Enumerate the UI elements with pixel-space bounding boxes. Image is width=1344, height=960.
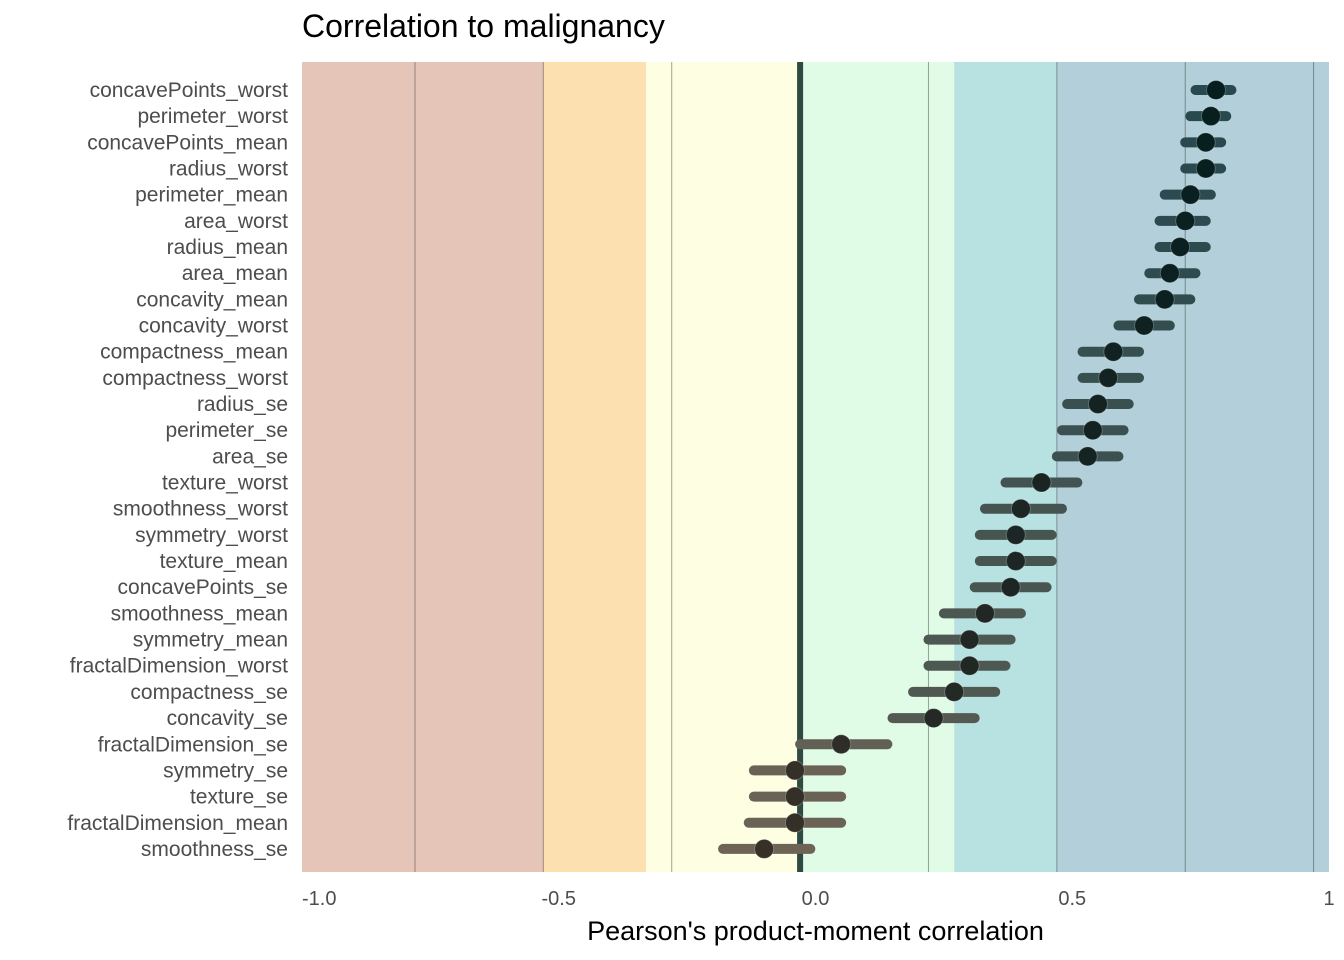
point-texture_mean	[1005, 551, 1026, 572]
x-tick-label: -0.5	[542, 888, 576, 910]
band-4	[954, 62, 1057, 872]
y-label-concavity_se: concavity_se	[167, 707, 288, 730]
point-perimeter_se	[1082, 420, 1103, 441]
point-perimeter_mean	[1180, 184, 1201, 205]
y-label-radius_mean: radius_mean	[167, 236, 288, 259]
band-divider-lines	[414, 62, 1315, 872]
band-0	[302, 62, 544, 872]
y-label-concavePoints_worst: concavePoints_worst	[90, 79, 289, 102]
y-label-area_worst: area_worst	[184, 210, 288, 233]
plot-background-bands	[302, 62, 1329, 872]
x-axis-title: Pearson's product-moment correlation	[587, 916, 1044, 946]
band-5	[1056, 62, 1329, 872]
y-label-smoothness_se: smoothness_se	[141, 838, 288, 861]
x-axis-tick-labels: -1.0 -0.5 0.0 0.5 1	[302, 888, 1335, 910]
chart-title: Correlation to malignancy	[302, 8, 665, 44]
point-radius_mean	[1170, 237, 1191, 258]
correlation-points	[754, 80, 1227, 859]
point-perimeter_worst	[1200, 106, 1221, 127]
y-label-fractalDimension_worst: fractalDimension_worst	[70, 655, 288, 678]
y-label-texture_se: texture_se	[190, 786, 288, 809]
point-symmetry_se	[784, 760, 805, 781]
point-compactness_mean	[1103, 341, 1124, 362]
y-label-compactness_mean: compactness_mean	[100, 341, 288, 364]
y-label-concavePoints_mean: concavePoints_mean	[87, 131, 288, 154]
y-label-concavity_mean: concavity_mean	[136, 288, 288, 311]
y-label-concavity_worst: concavity_worst	[139, 315, 289, 338]
y-label-symmetry_se: symmetry_se	[163, 759, 288, 782]
point-radius_worst	[1195, 158, 1216, 179]
y-label-concavePoints_se: concavePoints_se	[118, 576, 288, 599]
y-label-perimeter_worst: perimeter_worst	[137, 105, 288, 128]
y-label-texture_worst: texture_worst	[162, 472, 288, 495]
y-label-perimeter_mean: perimeter_mean	[135, 184, 288, 207]
y-label-symmetry_worst: symmetry_worst	[135, 524, 288, 547]
x-tick-label: -1.0	[302, 888, 336, 910]
point-area_mean	[1159, 263, 1180, 284]
x-tick-label: 1	[1323, 888, 1334, 910]
point-smoothness_worst	[1010, 498, 1031, 519]
point-concavePoints_mean	[1195, 132, 1216, 153]
x-tick-label: 0.5	[1058, 888, 1086, 910]
y-label-area_se: area_se	[212, 445, 288, 468]
point-fractalDimension_worst	[959, 655, 980, 676]
point-area_se	[1077, 446, 1098, 467]
point-fractalDimension_mean	[784, 812, 805, 833]
y-label-compactness_se: compactness_se	[130, 681, 288, 704]
y-label-compactness_worst: compactness_worst	[102, 367, 288, 390]
point-smoothness_mean	[974, 603, 995, 624]
point-fractalDimension_se	[831, 734, 852, 755]
band-1	[543, 62, 647, 872]
point-symmetry_mean	[959, 629, 980, 650]
point-texture_worst	[1031, 472, 1052, 493]
y-label-radius_worst: radius_worst	[169, 158, 288, 181]
point-radius_se	[1087, 394, 1108, 415]
y-label-smoothness_mean: smoothness_mean	[111, 602, 288, 625]
point-compactness_worst	[1098, 367, 1119, 388]
y-label-fractalDimension_mean: fractalDimension_mean	[67, 812, 288, 835]
y-label-fractalDimension_se: fractalDimension_se	[98, 733, 288, 756]
point-concavity_se	[923, 708, 944, 729]
point-area_worst	[1175, 210, 1196, 231]
y-label-radius_se: radius_se	[197, 393, 288, 416]
y-label-symmetry_mean: symmetry_mean	[133, 629, 288, 652]
point-concavePoints_worst	[1206, 80, 1227, 100]
point-symmetry_worst	[1005, 524, 1026, 545]
point-concavity_mean	[1154, 289, 1175, 310]
point-compactness_se	[944, 681, 965, 702]
band-3	[800, 62, 955, 872]
band-2	[646, 62, 801, 872]
point-concavePoints_se	[1000, 577, 1021, 598]
y-label-area_mean: area_mean	[182, 262, 288, 285]
point-texture_se	[784, 786, 805, 807]
y-label-smoothness_worst: smoothness_worst	[113, 498, 288, 521]
point-concavity_worst	[1134, 315, 1155, 336]
y-label-perimeter_se: perimeter_se	[165, 419, 288, 442]
y-label-texture_mean: texture_mean	[160, 550, 288, 573]
y-axis-labels: concavePoints_worst perimeter_worstconcav…	[67, 79, 288, 861]
point-smoothness_se	[754, 838, 775, 859]
x-tick-label: 0.0	[802, 888, 830, 910]
